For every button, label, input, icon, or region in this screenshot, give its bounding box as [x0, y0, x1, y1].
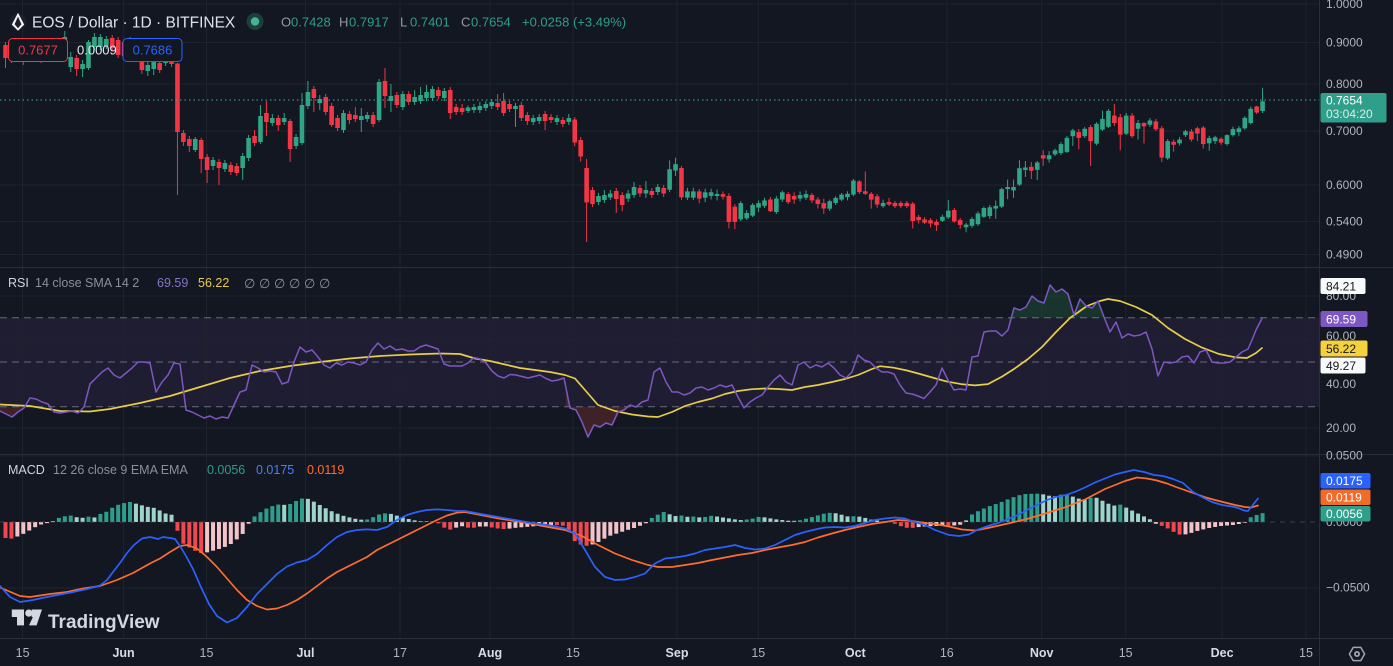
svg-text:0.6000: 0.6000	[1326, 178, 1363, 192]
svg-text:0.7677: 0.7677	[18, 43, 58, 58]
svg-text:49.27: 49.27	[1326, 359, 1356, 373]
svg-text:15: 15	[1119, 646, 1133, 660]
svg-text:0.0056: 0.0056	[207, 463, 245, 477]
svg-text:Nov: Nov	[1030, 646, 1054, 660]
svg-text:16: 16	[940, 646, 954, 660]
svg-text:56.22: 56.22	[198, 276, 229, 290]
svg-text:15: 15	[751, 646, 765, 660]
svg-text:TradingView: TradingView	[48, 612, 160, 633]
svg-text:∅: ∅	[259, 276, 270, 291]
svg-text:0.0119: 0.0119	[1326, 491, 1362, 505]
svg-text:12 26 close 9 EMA EMA: 12 26 close 9 EMA EMA	[53, 463, 188, 477]
svg-text:0.0500: 0.0500	[1326, 449, 1363, 463]
svg-text:15: 15	[200, 646, 214, 660]
svg-text:H: H	[339, 15, 348, 30]
svg-text:∅: ∅	[274, 276, 285, 291]
svg-text:Oct: Oct	[845, 646, 867, 660]
svg-text:15: 15	[16, 646, 30, 660]
svg-text:0.7428: 0.7428	[291, 15, 331, 30]
svg-text:Dec: Dec	[1211, 646, 1234, 660]
svg-text:69.59: 69.59	[157, 276, 188, 290]
svg-text:15: 15	[566, 646, 580, 660]
svg-text:84.21: 84.21	[1326, 280, 1356, 294]
svg-text:0.0009: 0.0009	[77, 43, 117, 58]
svg-text:0.7654: 0.7654	[471, 15, 511, 30]
svg-text:+0.0258 (+3.49%): +0.0258 (+3.49%)	[522, 15, 626, 30]
svg-text:0.9000: 0.9000	[1326, 36, 1363, 50]
svg-text:20.00: 20.00	[1326, 421, 1356, 435]
svg-text:L: L	[400, 15, 407, 30]
svg-text:03:04:20: 03:04:20	[1326, 107, 1373, 121]
svg-text:EOS / Dollar · 1D · BITFINEX: EOS / Dollar · 1D · BITFINEX	[32, 15, 236, 32]
svg-text:Jul: Jul	[296, 646, 314, 660]
svg-text:0.7401: 0.7401	[410, 15, 450, 30]
svg-text:15: 15	[1299, 646, 1313, 660]
svg-text:60.00: 60.00	[1326, 329, 1356, 343]
svg-text:C: C	[461, 15, 470, 30]
svg-text:0.7917: 0.7917	[349, 15, 389, 30]
svg-text:∅: ∅	[289, 276, 300, 291]
svg-text:14 close SMA 14 2: 14 close SMA 14 2	[35, 276, 139, 290]
svg-text:O: O	[281, 15, 291, 30]
svg-text:0.0119: 0.0119	[307, 463, 344, 477]
svg-text:Sep: Sep	[666, 646, 689, 660]
svg-text:0.0175: 0.0175	[1326, 474, 1363, 488]
svg-text:0.0175: 0.0175	[256, 463, 294, 477]
svg-text:∅: ∅	[319, 276, 330, 291]
svg-text:0.4900: 0.4900	[1326, 248, 1363, 262]
svg-text:0.7000: 0.7000	[1326, 124, 1363, 138]
svg-text:56.22: 56.22	[1326, 342, 1356, 356]
svg-text:0.7686: 0.7686	[133, 43, 173, 58]
svg-text:MACD: MACD	[8, 463, 45, 477]
svg-text:0.7654: 0.7654	[1326, 94, 1363, 108]
svg-text:40.00: 40.00	[1326, 377, 1356, 391]
svg-text:∅: ∅	[304, 276, 315, 291]
svg-text:0.0056: 0.0056	[1326, 507, 1363, 521]
svg-text:69.59: 69.59	[1326, 313, 1356, 327]
svg-text:Jun: Jun	[112, 646, 134, 660]
svg-text:−0.0500: −0.0500	[1326, 581, 1370, 595]
svg-text:Aug: Aug	[478, 646, 502, 660]
svg-text:0.5400: 0.5400	[1326, 215, 1363, 229]
svg-text:0.8000: 0.8000	[1326, 77, 1363, 91]
svg-text:RSI: RSI	[8, 276, 29, 290]
svg-text:∅: ∅	[244, 276, 255, 291]
svg-text:17: 17	[393, 646, 407, 660]
svg-text:1.0000: 1.0000	[1326, 0, 1363, 11]
